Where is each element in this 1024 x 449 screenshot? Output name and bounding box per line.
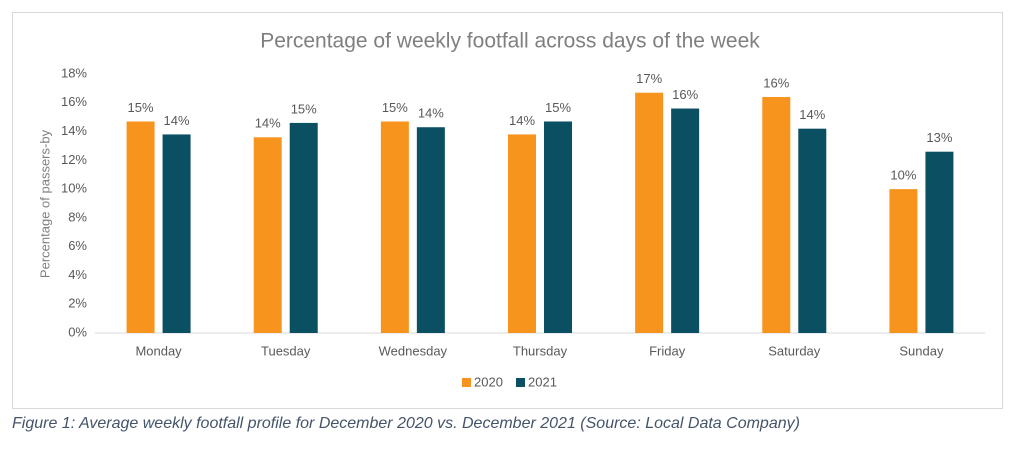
y-tick-label: 8% [68, 209, 87, 224]
x-tick-label: Saturday [768, 343, 821, 358]
legend-label: 2021 [528, 374, 557, 389]
bar [253, 137, 282, 333]
bar [416, 127, 445, 333]
y-tick-label: 2% [68, 296, 87, 311]
data-label: 13% [926, 130, 952, 145]
y-tick-label: 16% [61, 94, 87, 109]
data-label: 15% [545, 100, 571, 115]
legend-swatch [462, 378, 471, 387]
y-tick-label: 18% [61, 65, 87, 80]
data-label: 16% [763, 75, 789, 90]
x-tick-label: Wednesday [379, 343, 448, 358]
bar [544, 121, 572, 333]
y-tick-label: 12% [61, 152, 87, 167]
bar [762, 97, 791, 334]
x-tick-label: Friday [649, 343, 686, 358]
bar [889, 189, 918, 333]
bar [635, 92, 664, 333]
y-tick-label: 14% [61, 123, 87, 138]
bar [126, 121, 155, 333]
y-tick-label: 4% [68, 267, 87, 282]
x-tick-label: Sunday [899, 343, 944, 358]
data-label: 14% [418, 106, 444, 121]
bar [671, 108, 700, 334]
data-label: 14% [164, 113, 190, 128]
bar [508, 134, 536, 333]
data-label: 14% [799, 107, 825, 122]
data-label: 15% [128, 100, 154, 115]
data-label: 15% [382, 100, 408, 115]
bar [162, 134, 191, 333]
y-tick-label: 6% [68, 238, 87, 253]
y-tick-label: 0% [68, 324, 87, 339]
bar [289, 122, 318, 333]
x-tick-label: Tuesday [261, 343, 311, 358]
data-label: 17% [636, 71, 662, 86]
data-label: 14% [255, 116, 281, 131]
data-label: 16% [672, 87, 698, 102]
data-label: 15% [291, 101, 317, 116]
bar [798, 128, 827, 333]
legend-swatch [516, 378, 525, 387]
bar [925, 151, 954, 333]
data-label: 10% [890, 168, 916, 183]
x-tick-label: Thursday [513, 343, 568, 358]
bar [380, 121, 409, 333]
x-tick-label: Monday [135, 343, 182, 358]
legend-label: 2020 [474, 374, 503, 389]
y-tick-label: 10% [61, 181, 87, 196]
caption: Figure 1: Average weekly footfall profil… [12, 415, 800, 432]
chart-title: Percentage of weekly footfall across day… [260, 30, 760, 53]
data-label: 14% [509, 113, 535, 128]
y-axis-title: Percentage of passers-by [37, 129, 52, 278]
